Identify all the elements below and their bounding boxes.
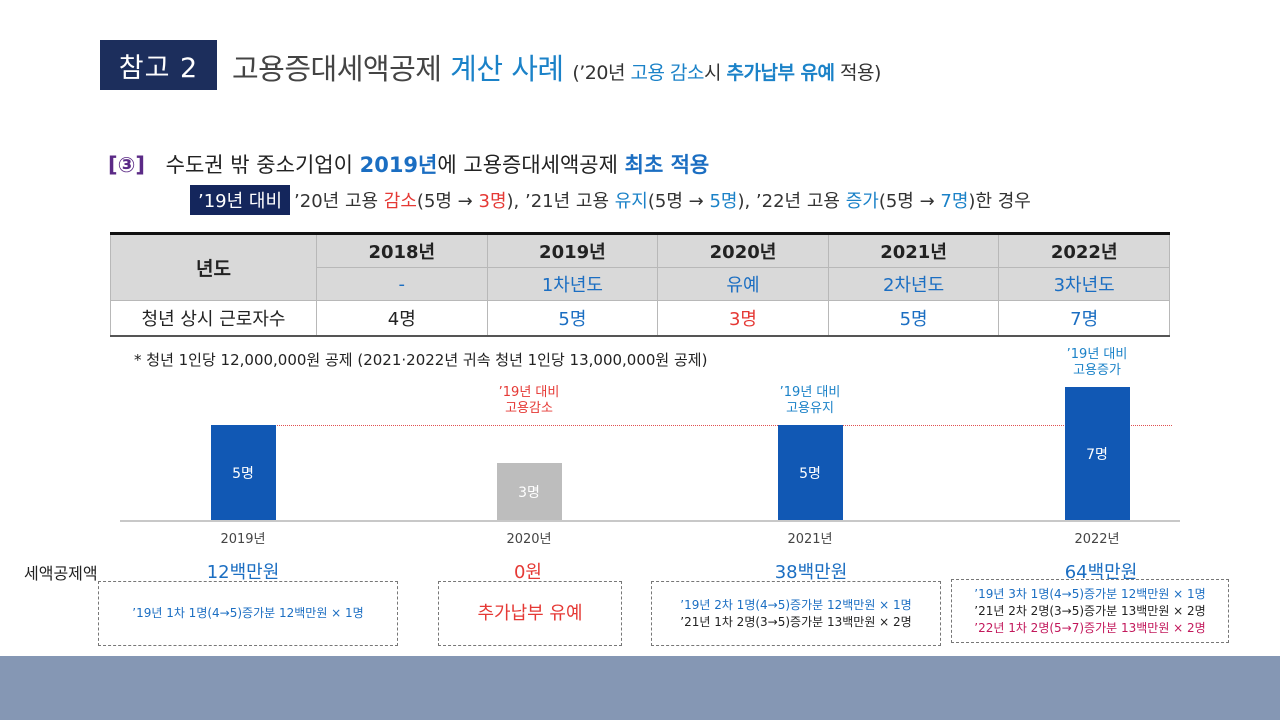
year-cell: 2019년 bbox=[486, 232, 659, 268]
chart-bar: 5명 bbox=[210, 425, 276, 520]
chart-baseline bbox=[120, 520, 1180, 522]
x-tick-label: 2019년 bbox=[220, 532, 266, 547]
sub-p1: ’20년 고용 bbox=[294, 191, 379, 212]
title-paren: (’20년 고용 감소시 추가납부 유예 적용) bbox=[572, 62, 881, 84]
sub-p4: (5명 → bbox=[647, 191, 704, 212]
phase-cell: 3차년도 bbox=[998, 267, 1170, 301]
worker-cell: 4명 bbox=[316, 300, 488, 337]
employee-table: 년도 2018년 2019년 2020년 2021년 2022년 - 1차년도 … bbox=[110, 232, 1170, 337]
sub-p6: (5명 → bbox=[878, 191, 935, 212]
credit-detail-box: ’19년 2차 1명(4→5)증가분 12백만원 × 1명 ’21년 1차 2명… bbox=[651, 581, 941, 646]
chart-bar: 5명 bbox=[777, 425, 843, 520]
footer-band bbox=[0, 656, 1280, 720]
annotation-line: 고용감소 bbox=[505, 401, 553, 416]
credit-amount: 0원 bbox=[513, 562, 542, 583]
x-tick-label: 2022년 bbox=[1074, 532, 1120, 547]
footnote: * 청년 1인당 12,000,000원 공제 (2021·2022년 귀속 청… bbox=[134, 351, 708, 369]
phase-cell: - bbox=[316, 267, 488, 301]
annotation-line: 고용증가 bbox=[1073, 363, 1121, 378]
case-hl2: 최초 적용 bbox=[624, 153, 710, 177]
chart-bar: 7명 bbox=[1064, 387, 1130, 520]
credit-detail-line: ’21년 1차 2명(3→5)증가분 13백만원 × 2명 bbox=[680, 614, 912, 629]
year-cell: 2022년 bbox=[998, 232, 1170, 268]
paren-b1: 고용 감소 bbox=[630, 62, 705, 84]
paren-mid: 시 bbox=[703, 62, 721, 84]
bar-annotation: ’19년 대비 고용증가 bbox=[1042, 347, 1152, 379]
section-badge: 참고 2 bbox=[100, 40, 217, 90]
paren-close: 적용) bbox=[840, 62, 881, 84]
page-title: 고용증대세액공제 계산 사례 (’20년 고용 감소시 추가납부 유예 적용) bbox=[232, 46, 881, 88]
bar-annotation: ’19년 대비 고용감소 bbox=[474, 385, 584, 417]
compare-badge: ’19년 대비 bbox=[190, 185, 291, 215]
sub-b4: 7명 bbox=[940, 191, 969, 212]
chart-bar: 3명 bbox=[496, 463, 562, 520]
title-main: 고용증대세액공제 bbox=[232, 52, 442, 86]
bar-value-label: 5명 bbox=[232, 465, 254, 482]
worker-cell: 7명 bbox=[998, 300, 1170, 337]
case-number: [③] bbox=[108, 153, 145, 177]
credit-amount: 12백만원 bbox=[206, 562, 280, 583]
case-heading: [③] 수도권 밖 중소기업이 2019년에 고용증대세액공제 최초 적용 bbox=[108, 149, 709, 179]
sub-b2: 5명 bbox=[709, 191, 738, 212]
credit-detail-line: ’22년 1차 2명(5→7)증가분 13백만원 × 2명 bbox=[974, 620, 1206, 635]
phase-cell: 유예 bbox=[657, 267, 829, 301]
x-tick-label: 2021년 bbox=[787, 532, 833, 547]
credit-detail-line: 추가납부 유예 bbox=[477, 603, 583, 624]
bar-annotation: ’19년 대비 고용유지 bbox=[755, 385, 865, 417]
sub-p3: ), ’21년 고용 bbox=[506, 191, 610, 212]
sub-p5: ), ’22년 고용 bbox=[737, 191, 840, 212]
credit-detail-line: ’19년 1차 1명(4→5)증가분 12백만원 × 1명 bbox=[132, 606, 364, 620]
sub-p2: (5명 → bbox=[416, 191, 473, 212]
case-subline: ’19년 대비 ’20년 고용 감소 (5명 → 3명), ’21년 고용 유지(… bbox=[190, 185, 1031, 215]
x-tick-label: 2020년 bbox=[506, 532, 552, 547]
year-cell: 2020년 bbox=[657, 232, 829, 268]
annotation-line: ’19년 대비 bbox=[498, 385, 560, 400]
table-row: 년도 2018년 2019년 2020년 2021년 2022년 bbox=[110, 232, 1170, 301]
case-text2: 에 고용증대세액공제 bbox=[437, 153, 618, 177]
credit-detail-line: ’19년 2차 1명(4→5)증가분 12백만원 × 1명 bbox=[680, 597, 912, 612]
bar-value-label: 5명 bbox=[799, 465, 821, 482]
phase-cell: 1차년도 bbox=[486, 267, 659, 301]
reference-line bbox=[275, 425, 1172, 426]
bar-value-label: 7명 bbox=[1086, 446, 1108, 463]
annotation-line: 고용유지 bbox=[786, 401, 834, 416]
annotation-line: ’19년 대비 bbox=[1066, 347, 1128, 362]
phase-cell: 2차년도 bbox=[827, 267, 1000, 301]
case-hl1: 2019년 bbox=[359, 153, 438, 177]
worker-cell: 5명 bbox=[827, 300, 1000, 337]
credit-amount: 64백만원 bbox=[1064, 562, 1138, 583]
worker-cell: 3명 bbox=[657, 300, 829, 337]
table-row: - 1차년도 유예 2차년도 3차년도 bbox=[111, 267, 1170, 301]
credit-title: 세액공제액 bbox=[24, 564, 98, 583]
credit-detail-line: ’19년 3차 1명(4→5)증가분 12백만원 × 1명 bbox=[974, 586, 1206, 601]
paren-bold: 추가납부 유예 bbox=[726, 62, 836, 84]
year-cell: 2021년 bbox=[827, 232, 1000, 268]
sub-p7: )한 경우 bbox=[968, 191, 1031, 212]
credit-amount: 38백만원 bbox=[774, 562, 848, 583]
credit-detail-box: ’19년 3차 1명(4→5)증가분 12백만원 × 1명 ’21년 2차 2명… bbox=[951, 579, 1229, 643]
credit-detail-box: ’19년 1차 1명(4→5)증가분 12백만원 × 1명 bbox=[98, 581, 398, 646]
table-row: 청년 상시 근로자수 4명 5명 3명 5명 7명 bbox=[110, 300, 1170, 337]
paren-open: (’20년 bbox=[572, 62, 625, 84]
annotation-line: ’19년 대비 bbox=[779, 385, 841, 400]
sub-b3: 증가 bbox=[845, 191, 879, 212]
sub-b1: 유지 bbox=[614, 191, 648, 212]
year-cell: 2018년 bbox=[316, 232, 488, 268]
worker-label: 청년 상시 근로자수 bbox=[110, 300, 317, 337]
worker-cell: 5명 bbox=[486, 300, 659, 337]
title-highlight: 계산 사례 bbox=[450, 52, 564, 86]
year-header: 년도 bbox=[110, 232, 317, 301]
credit-detail-box: 추가납부 유예 bbox=[438, 581, 622, 646]
sub-r1: 감소 bbox=[383, 191, 417, 212]
bar-value-label: 3명 bbox=[518, 484, 540, 501]
sub-r2: 3명 bbox=[478, 191, 507, 212]
case-text1: 수도권 밖 중소기업이 bbox=[165, 153, 353, 177]
credit-detail-line: ’21년 2차 2명(3→5)증가분 13백만원 × 2명 bbox=[974, 603, 1206, 618]
